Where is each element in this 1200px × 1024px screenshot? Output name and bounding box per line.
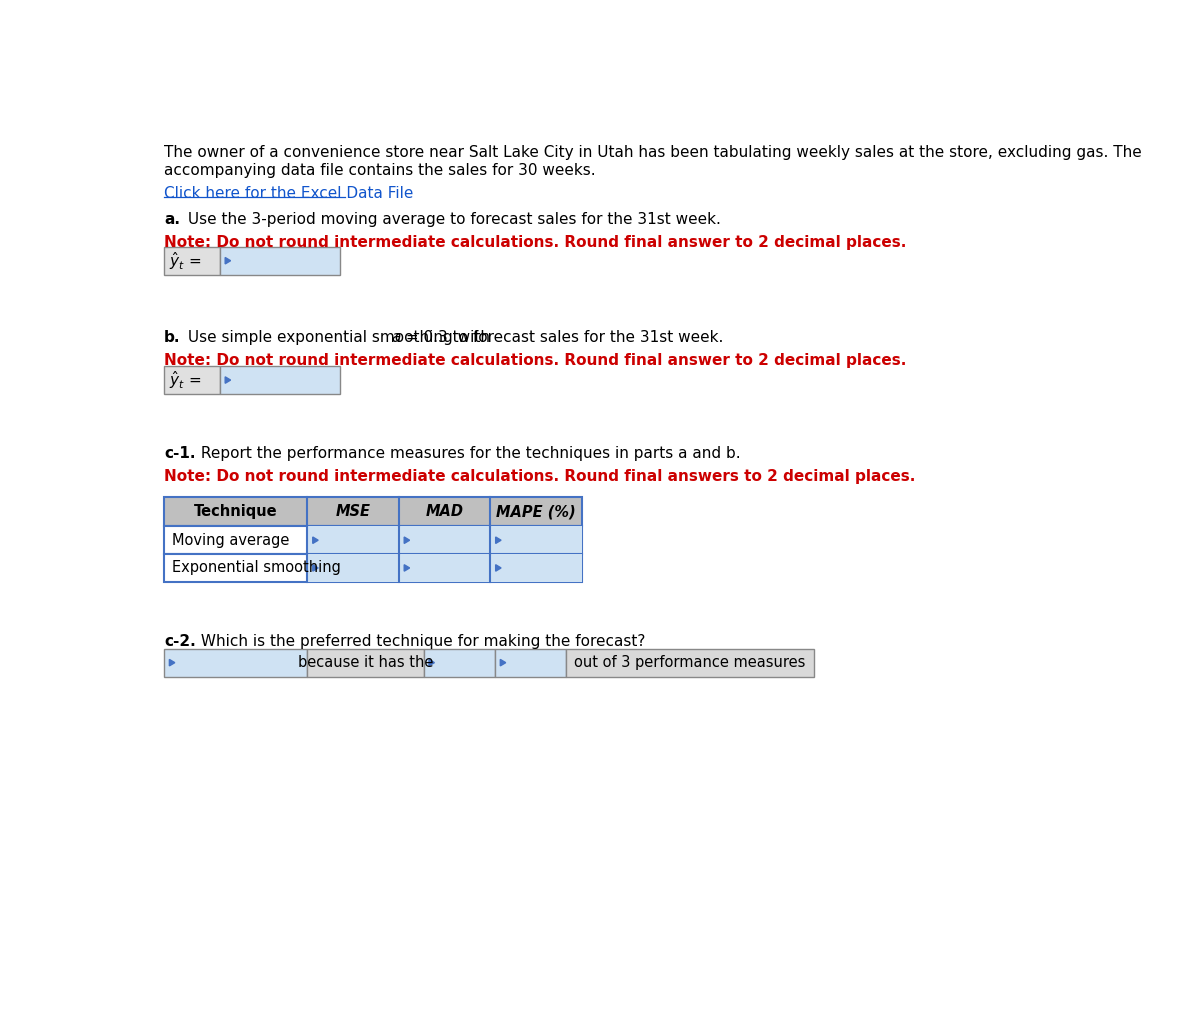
Polygon shape: [430, 659, 434, 666]
Text: Which is the preferred technique for making the forecast?: Which is the preferred technique for mak…: [197, 634, 646, 649]
Bar: [220, 247, 340, 274]
Text: Report the performance measures for the techniques in parts a and b.: Report the performance measures for the …: [197, 445, 742, 461]
Bar: [424, 649, 494, 677]
Text: Use simple exponential smoothing with: Use simple exponential smoothing with: [182, 330, 494, 345]
Bar: [566, 649, 814, 677]
Text: a.: a.: [164, 212, 180, 227]
Bar: [164, 367, 220, 394]
Polygon shape: [496, 564, 502, 571]
Bar: [491, 526, 582, 554]
Text: Moving average: Moving average: [172, 532, 289, 548]
Text: c-2.: c-2.: [164, 634, 196, 649]
Polygon shape: [226, 377, 230, 383]
Text: accompanying data file contains the sales for 30 weeks.: accompanying data file contains the sale…: [164, 163, 595, 178]
Text: The owner of a convenience store near Salt Lake City in Utah has been tabulating: The owner of a convenience store near Sa…: [164, 145, 1141, 160]
Text: c-1.: c-1.: [164, 445, 196, 461]
Polygon shape: [496, 537, 502, 544]
Bar: [164, 649, 307, 677]
Bar: [164, 497, 582, 526]
Bar: [307, 554, 398, 582]
Text: because it has the: because it has the: [298, 655, 433, 670]
Text: out of 3 performance measures: out of 3 performance measures: [575, 655, 806, 670]
Polygon shape: [313, 537, 318, 544]
Polygon shape: [226, 257, 230, 264]
Polygon shape: [500, 659, 505, 666]
Bar: [307, 526, 398, 554]
Text: Note: Do not round intermediate calculations. Round final answer to 2 decimal pl: Note: Do not round intermediate calculat…: [164, 353, 906, 368]
Bar: [491, 554, 582, 582]
Bar: [307, 649, 424, 677]
Bar: [164, 554, 582, 582]
Bar: [164, 247, 220, 274]
Text: Technique: Technique: [194, 504, 277, 519]
Text: b.: b.: [164, 330, 180, 345]
Polygon shape: [313, 564, 318, 571]
Bar: [398, 554, 491, 582]
Bar: [220, 367, 340, 394]
Text: $\hat{y}_t$ =: $\hat{y}_t$ =: [169, 250, 202, 271]
Polygon shape: [169, 659, 175, 666]
Text: Click here for the Excel Data File: Click here for the Excel Data File: [164, 186, 413, 201]
Text: MAD: MAD: [426, 504, 463, 519]
Bar: [494, 649, 566, 677]
Text: Use the 3-period moving average to forecast sales for the 31st week.: Use the 3-period moving average to forec…: [182, 212, 720, 227]
Text: MAPE (%): MAPE (%): [496, 504, 576, 519]
Text: Note: Do not round intermediate calculations. Round final answers to 2 decimal p: Note: Do not round intermediate calculat…: [164, 469, 916, 483]
Text: $\hat{y}_t$ =: $\hat{y}_t$ =: [169, 369, 202, 391]
Text: = 0.3 to forecast sales for the 31st week.: = 0.3 to forecast sales for the 31st wee…: [401, 330, 724, 345]
Bar: [164, 526, 582, 554]
Text: a: a: [391, 330, 401, 345]
Polygon shape: [404, 537, 409, 544]
Text: MSE: MSE: [336, 504, 371, 519]
Bar: [398, 526, 491, 554]
Polygon shape: [404, 564, 409, 571]
Text: Exponential smoothing: Exponential smoothing: [172, 560, 341, 575]
Text: Note: Do not round intermediate calculations. Round final answer to 2 decimal pl: Note: Do not round intermediate calculat…: [164, 236, 906, 250]
